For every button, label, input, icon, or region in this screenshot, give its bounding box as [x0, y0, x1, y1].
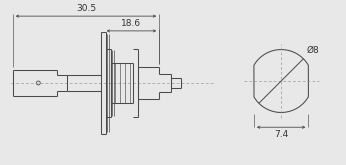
Text: 30.5: 30.5 — [76, 4, 96, 13]
Text: 18.6: 18.6 — [121, 19, 142, 28]
Text: 7.4: 7.4 — [274, 130, 288, 139]
Text: Ø8: Ø8 — [306, 46, 319, 55]
